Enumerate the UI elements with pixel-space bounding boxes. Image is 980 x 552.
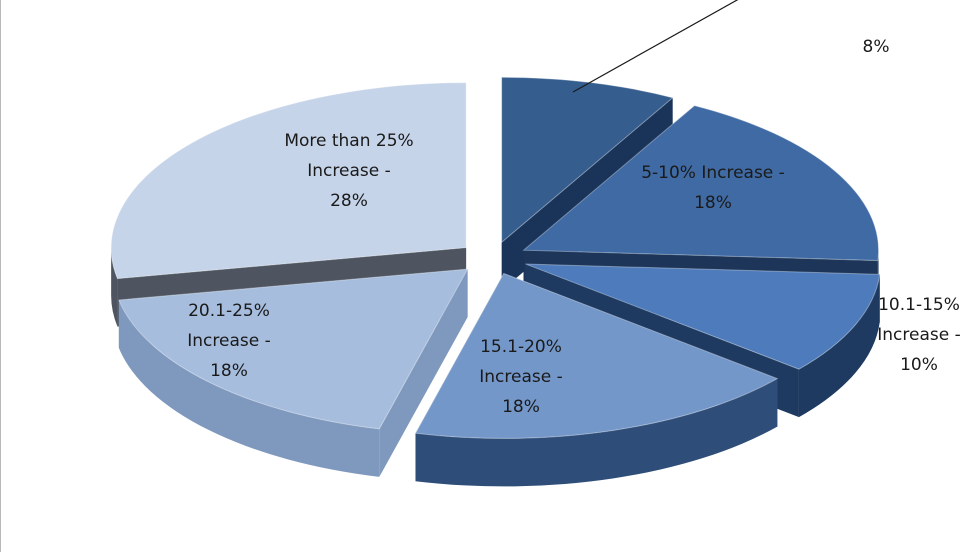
data-label-3: 15.1-20% Increase - 18% <box>479 337 562 417</box>
slice-3-outer-side <box>415 378 778 487</box>
data-label-2-line-1: Increase - <box>877 325 960 345</box>
data-label-2: 10.1-15% Increase - 10% <box>877 295 960 375</box>
slice-5-top[interactable] <box>110 82 467 280</box>
data-label-0-line-1: 8% <box>863 37 890 57</box>
data-label-5: More than 25% Increase - 28% <box>284 131 413 211</box>
data-label-5-line-2: 28% <box>330 191 368 211</box>
slice-5-outer-side <box>111 247 118 327</box>
leader-lines <box>572 0 739 93</box>
data-label-5-line-0: More than 25% <box>284 131 413 151</box>
data-label-0: 8% <box>863 37 890 57</box>
data-labels: 8%5-10% Increase -18%10.1-15% Increase -1… <box>187 37 960 417</box>
data-label-3-line-2: 18% <box>502 397 540 417</box>
slice-tops <box>110 76 881 439</box>
data-label-3-line-0: 15.1-20% <box>480 337 562 357</box>
slice-4-top[interactable] <box>118 268 469 430</box>
data-label-4: 20.1-25% Increase - 18% <box>187 301 270 381</box>
data-label-5-line-1: Increase - <box>307 161 390 181</box>
data-label-1-line-0: 5-10% Increase - <box>641 163 785 183</box>
leader-line-0 <box>572 0 739 93</box>
data-label-1-line-1: 18% <box>694 193 732 213</box>
slice-1-top[interactable] <box>522 105 879 262</box>
slice-3-top[interactable] <box>414 272 779 439</box>
slice-4-wall-0 <box>379 269 468 477</box>
data-label-3-line-1: Increase - <box>479 367 562 387</box>
data-label-2-line-2: 10% <box>900 355 938 375</box>
slice-2-top[interactable] <box>525 263 881 370</box>
data-label-1: 5-10% Increase - 18% <box>641 163 785 213</box>
slice-4-outer-side <box>118 300 380 477</box>
data-label-2-line-0: 10.1-15% <box>878 295 960 315</box>
data-label-4-line-0: 20.1-25% <box>188 301 270 321</box>
data-label-4-line-2: 18% <box>210 361 248 381</box>
slice-2-outer-side <box>798 274 880 418</box>
data-label-4-line-1: Increase - <box>187 331 270 351</box>
